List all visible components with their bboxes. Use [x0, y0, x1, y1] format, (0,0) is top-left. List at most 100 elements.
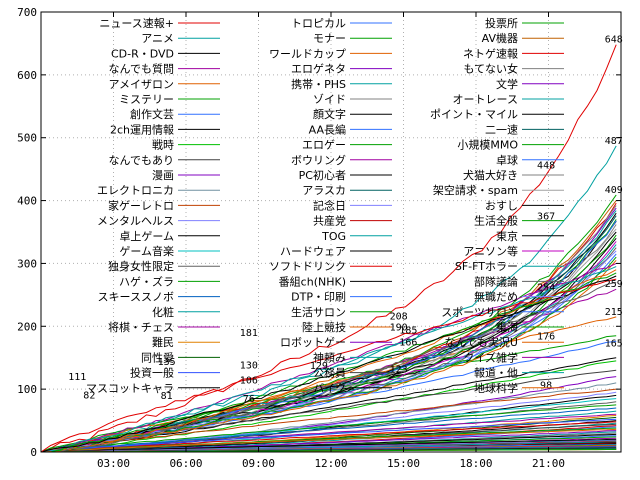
legend-entry-label: 小規模MMO	[457, 138, 518, 152]
series-line	[40, 438, 617, 453]
legend-entry-label: アニソン等	[463, 244, 518, 258]
legend-entry-label: 家ゲーレトロ	[108, 198, 174, 212]
legend-entry-label: マスコットキャラ	[86, 382, 174, 395]
series-line	[40, 275, 617, 453]
legend-entry-label: ゲーム音楽	[119, 244, 174, 258]
legend-entry-label: DTP・印刷	[291, 291, 346, 304]
legend-entry-label: 陸上競技	[302, 320, 346, 334]
value-label: 487	[605, 136, 623, 147]
legend-entry-label: 化粧	[152, 305, 174, 319]
legend-entry-label: 生活サロン	[291, 305, 346, 319]
legend-entry-label: 投資一般	[130, 366, 174, 380]
legend-entry-label: スポーツサロン	[441, 306, 518, 319]
legend-entry-label: 難民	[152, 336, 174, 349]
legend-entry-label: バイク	[313, 382, 346, 395]
value-label: 98	[540, 380, 552, 391]
legend-entry-label: クイズ雑学	[463, 350, 518, 364]
legend-entry-label: エレクトロニカ	[97, 184, 174, 197]
legend-entry-label: 共産党	[313, 215, 346, 228]
value-label: 76	[243, 394, 255, 405]
legend-entry-label: モナー	[313, 32, 346, 45]
value-label: 259	[605, 279, 623, 290]
legend-entry-label: エロゲー	[302, 139, 346, 152]
legend-entry-label: オートレース	[453, 93, 518, 106]
series-line	[40, 428, 617, 453]
x-tick-label: 18:00	[459, 457, 492, 470]
legend-entry-label: おすし	[485, 199, 518, 212]
legend-entry-label: 公務員	[313, 366, 346, 380]
series-line	[40, 407, 617, 453]
legend-entry-label: 携帯・PHS	[291, 77, 346, 91]
legend-entry-label: ニュース速報+	[99, 17, 174, 30]
legend-entry-label: スキーススノボ	[98, 291, 174, 304]
legend-entry-label: ミステリー	[119, 93, 174, 106]
series-line	[40, 259, 617, 453]
legend-entry-label: 卓上ゲーム	[119, 230, 174, 243]
series-line	[40, 44, 617, 453]
legend-entry-label: 番組ch(NHK)	[279, 275, 346, 288]
legend-entry-label: アメイザロン	[109, 78, 174, 91]
legend-entry-label: ワールドカップ	[269, 47, 346, 60]
series-line	[40, 418, 617, 453]
y-tick-label: 0	[30, 446, 37, 459]
value-label: 129	[310, 361, 328, 372]
legend-entry-label: 二一速	[485, 123, 518, 136]
legend-entry-label: ハードウェア	[280, 245, 346, 258]
series-line	[40, 266, 617, 453]
legend-entry-label: 顔文字	[313, 107, 346, 121]
legend-entry-label: ソフトドリンク	[269, 260, 346, 273]
series-line	[40, 404, 617, 453]
legend-entry-label: ロボットゲー	[280, 336, 346, 349]
legend-entry-label: アニメ	[141, 32, 174, 45]
legend-entry-label: 地球科学	[474, 381, 518, 395]
legend-entry-label: アラスカ	[302, 184, 346, 197]
legend-entry-label: 独身女性限定	[108, 259, 174, 273]
legend-entry-label: 報道・他	[474, 366, 518, 380]
value-label: 165	[605, 338, 623, 349]
value-label: 106	[240, 375, 258, 386]
legend-entry-label: TOG	[321, 230, 346, 243]
legend-entry-label: 記念日	[313, 198, 346, 212]
legend-entry-label: AA長編	[309, 122, 346, 136]
x-tick-label: 09:00	[242, 457, 275, 470]
legend-entry-label: 投票所	[485, 16, 518, 30]
legend-entry-label: なんでも実況U	[444, 335, 518, 349]
legend-entry-label: 同性愛	[141, 350, 174, 364]
value-label: 181	[240, 328, 258, 339]
x-tick-label: 03:00	[97, 457, 130, 470]
legend-entry-label: ゾイド	[313, 93, 346, 106]
series-line	[40, 388, 617, 453]
value-label: 82	[83, 390, 95, 401]
legend-entry-label: ポイント・マイル	[430, 108, 518, 121]
legend-entry-label: 生活全般	[474, 214, 518, 228]
axes: 0 100 200 300 400 500 600 700 03:00 06:00 09:00 12:…	[17, 6, 621, 470]
value-label: 130	[240, 360, 258, 371]
value-label: 448	[537, 160, 555, 171]
value-label: 367	[537, 211, 555, 222]
x-tick-label: 15:00	[387, 457, 420, 470]
y-tick-label: 100	[17, 383, 37, 396]
legend-entry-label: 架空請求・spam	[433, 183, 518, 197]
y-tick-label: 300	[17, 257, 37, 270]
legend-entry-label: 文学	[496, 77, 518, 91]
legend-entry-label: PC初心者	[299, 168, 346, 182]
legend-entry-label: トロピカル	[291, 17, 346, 30]
series-line	[40, 278, 617, 453]
series-line	[40, 269, 617, 453]
legend-entry-label: 卓球	[496, 153, 518, 167]
legend-entry-label: エロゲネタ	[291, 63, 346, 76]
legend-entry-label: ボウリング	[291, 153, 346, 167]
legend-entry-label: 戦時	[152, 139, 174, 152]
y-tick-label: 400	[17, 195, 37, 208]
grid-lines	[41, 12, 621, 452]
value-label: 409	[605, 185, 623, 196]
y-tick-label: 600	[17, 69, 37, 82]
value-label: 81	[161, 391, 173, 402]
value-label: 185	[399, 326, 417, 337]
x-tick-label: 06:00	[169, 457, 202, 470]
y-tick-label: 500	[17, 132, 37, 145]
legend-entry-label: もてない女	[463, 62, 518, 76]
value-label: 215	[605, 307, 623, 318]
